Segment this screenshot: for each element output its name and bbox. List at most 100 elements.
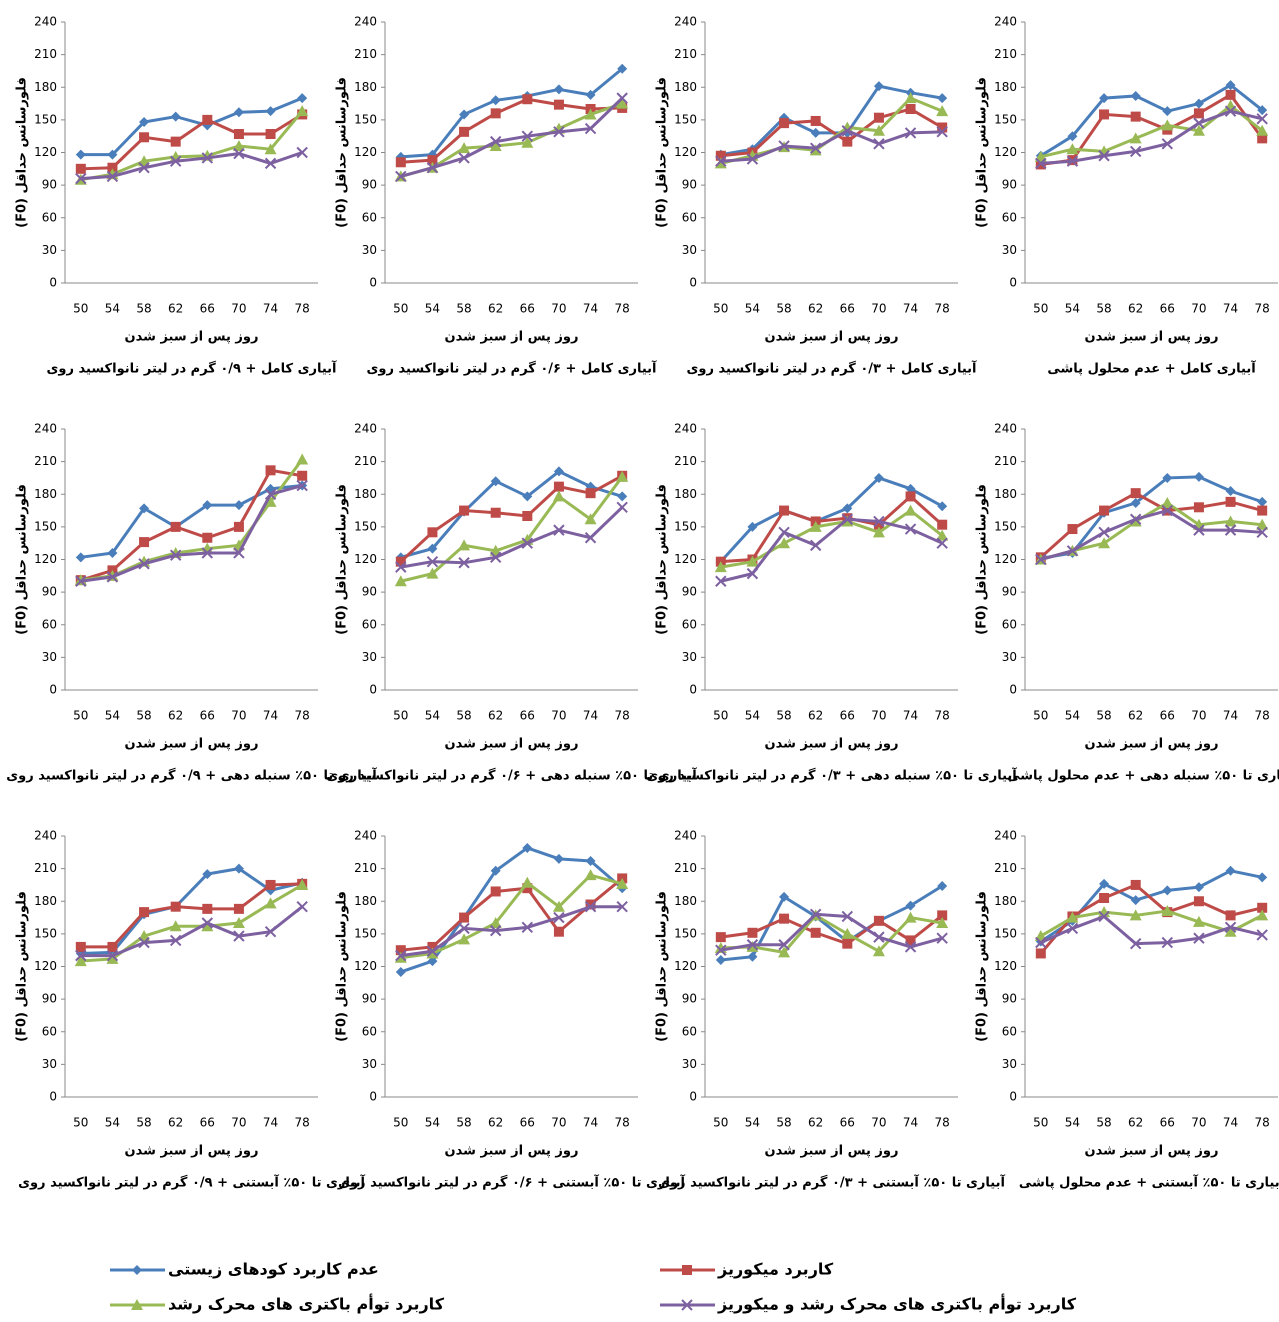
- x-tick-label: 54: [745, 302, 760, 316]
- marker: [873, 931, 885, 943]
- marker: [170, 901, 181, 912]
- marker: [202, 114, 213, 125]
- marker: [264, 925, 277, 938]
- marker: [296, 900, 308, 913]
- series-line: [1039, 491, 1263, 559]
- x-tick-label: 58: [456, 1116, 471, 1130]
- marker: [264, 495, 277, 507]
- y-tick-label: 150: [34, 112, 57, 126]
- marker: [810, 115, 821, 126]
- x-tick-label: 54: [1065, 302, 1080, 316]
- x-tick-label: 50: [1033, 709, 1048, 723]
- y-tick-label: 120: [34, 552, 57, 566]
- marker: [1257, 902, 1268, 913]
- y-tick-label: 60: [1002, 617, 1017, 631]
- marker: [107, 162, 118, 173]
- marker: [459, 505, 470, 516]
- x-tick-label: 78: [615, 1116, 630, 1130]
- y-tick-label: 30: [682, 243, 697, 257]
- marker: [905, 935, 916, 946]
- marker: [1130, 895, 1141, 906]
- marker: [1224, 921, 1237, 934]
- y-axis-label: فلورسانس حداقل (F0): [335, 77, 350, 228]
- x-tick-label: 62: [808, 709, 823, 723]
- marker: [904, 911, 917, 923]
- y-tick-label: 60: [42, 617, 57, 631]
- x-tick-label: 62: [808, 1116, 823, 1130]
- chart-caption: آبیاری تا ۵۰٪ آبستنی + عدم محلول پاشی: [1019, 1174, 1279, 1191]
- marker: [1066, 143, 1079, 155]
- marker: [1066, 545, 1079, 557]
- marker: [521, 876, 534, 888]
- marker: [585, 89, 596, 100]
- marker: [521, 537, 534, 549]
- x-tick-label: 70: [231, 1116, 246, 1130]
- x-tick-label: 50: [73, 302, 88, 316]
- y-tick-label: 210: [994, 454, 1017, 468]
- x-tick-label: 54: [105, 302, 120, 316]
- x-tick-label: 66: [520, 302, 535, 316]
- marker: [232, 139, 245, 151]
- y-tick-label: 0: [689, 276, 697, 290]
- marker: [106, 949, 119, 962]
- marker: [395, 157, 406, 168]
- y-tick-label: 150: [994, 519, 1017, 533]
- marker: [1035, 553, 1047, 566]
- x-axis-label: روز پس از سبز شدن: [765, 737, 899, 752]
- marker: [746, 939, 759, 951]
- marker: [1035, 936, 1047, 949]
- marker: [1193, 882, 1204, 893]
- y-axis-label: فلورسانس حداقل (F0): [975, 484, 990, 635]
- x-tick-label: 58: [136, 1116, 151, 1130]
- marker: [169, 155, 182, 167]
- legend-marker: [681, 1299, 693, 1311]
- x-axis-label: روز پس از سبز شدن: [445, 737, 579, 752]
- y-tick-label: 0: [369, 1090, 377, 1104]
- y-tick-label: 30: [362, 650, 377, 664]
- series-line: [1040, 914, 1263, 946]
- y-tick-label: 180: [34, 80, 57, 94]
- x-tick-label: 66: [1160, 709, 1175, 723]
- y-tick-label: 180: [674, 894, 697, 908]
- marker: [810, 127, 821, 138]
- marker: [1035, 948, 1046, 959]
- chart-caption: آبیاری تا ۵۰٪ سنبله دهی + عدم محلول پاشی: [1007, 767, 1279, 784]
- marker: [1161, 905, 1174, 917]
- series-line: [400, 97, 624, 178]
- x-tick-label: 54: [745, 709, 760, 723]
- y-tick-label: 30: [682, 1057, 697, 1071]
- x-tick-label: 58: [776, 302, 791, 316]
- y-tick-label: 120: [994, 145, 1017, 159]
- marker: [138, 936, 150, 949]
- x-tick-label: 62: [1128, 709, 1143, 723]
- marker: [1130, 879, 1141, 890]
- marker: [936, 932, 948, 944]
- series-line: [720, 508, 944, 569]
- x-tick-label: 66: [840, 302, 855, 316]
- marker: [584, 532, 597, 544]
- marker: [1129, 909, 1142, 921]
- marker: [616, 92, 628, 104]
- x-axis-label: روز پس از سبز شدن: [1085, 737, 1219, 752]
- y-axis-label: فلورسانس حداقل (F0): [15, 891, 30, 1042]
- y-tick-label: 210: [34, 454, 57, 468]
- marker: [75, 941, 86, 952]
- y-tick-label: 150: [674, 519, 697, 533]
- x-tick-label: 50: [393, 709, 408, 723]
- x-tick-label: 70: [231, 709, 246, 723]
- series-line: [80, 468, 303, 582]
- x-axis-label: روز پس از سبز شدن: [125, 737, 259, 752]
- y-tick-label: 0: [689, 683, 697, 697]
- marker: [779, 891, 790, 902]
- y-tick-label: 240: [354, 422, 377, 436]
- series-line: [720, 912, 943, 952]
- x-tick-label: 70: [871, 709, 886, 723]
- marker: [904, 127, 917, 139]
- marker: [296, 878, 309, 890]
- y-tick-label: 60: [362, 210, 377, 224]
- y-tick-label: 180: [354, 487, 377, 501]
- series-line: [80, 882, 303, 949]
- marker: [905, 104, 916, 114]
- marker: [1224, 105, 1237, 117]
- x-tick-label: 78: [1255, 1116, 1270, 1130]
